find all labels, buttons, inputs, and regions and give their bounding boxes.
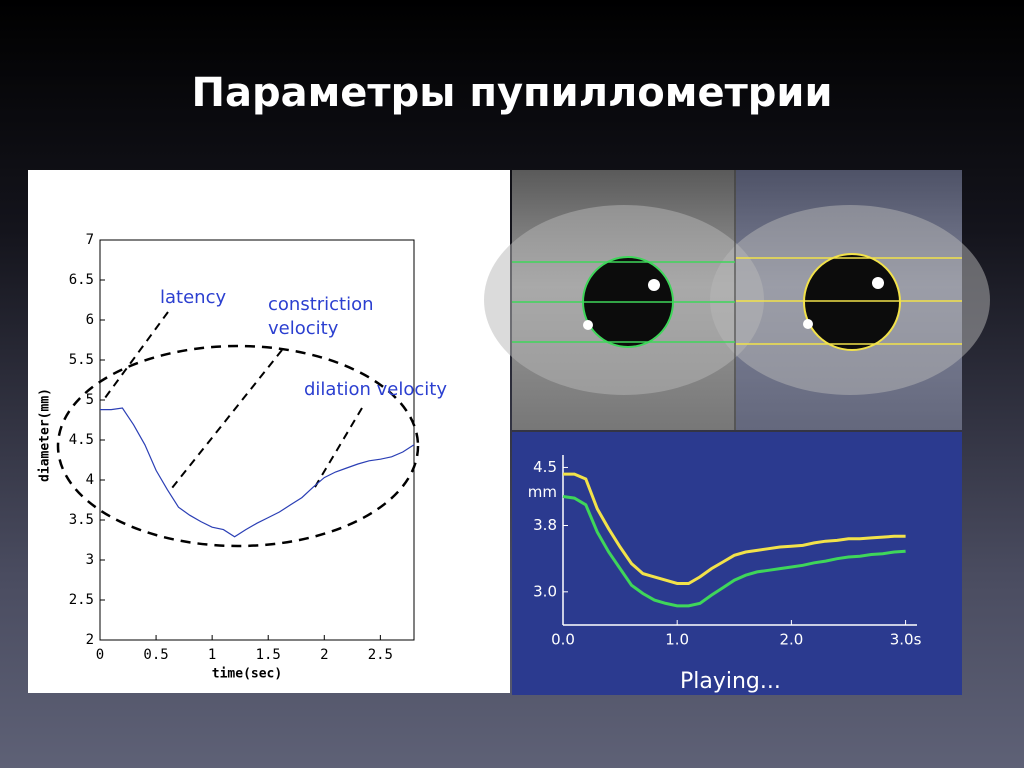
status-text: Playing... (680, 669, 781, 694)
y-tick-label: 7 (86, 232, 94, 248)
glint (648, 279, 660, 291)
x-tick-label: 0 (96, 647, 104, 663)
glint (872, 277, 884, 289)
annotation-line: latency (160, 287, 226, 308)
x-axis-label: time(sec) (212, 667, 282, 682)
chart-right: 3.0 3.8 4.5 0.0 1.0 2.0 3.0s mm Playing... (528, 455, 922, 694)
x-tick-label: 0.0 (551, 631, 575, 649)
y-tick-label: 5.5 (69, 352, 94, 368)
y-tick-label: 4 (86, 472, 94, 488)
x-tick-label: 1 (208, 647, 216, 663)
y-tick-label: 3.8 (533, 516, 557, 534)
x-tick-label: 2.0 (779, 631, 803, 649)
slide-title: Параметры пупиллометрии (192, 70, 833, 116)
annotation: latency (160, 287, 226, 308)
annotation-line: constriction (268, 294, 374, 315)
y-tick-label: 4.5 (69, 432, 94, 448)
pupil-right (803, 253, 901, 351)
annotation-line: velocity (268, 318, 339, 339)
y-tick-label: 4.5 (533, 458, 557, 476)
y-tick-label: 6 (86, 312, 94, 328)
x-tick-label: 1.5 (256, 647, 281, 663)
glint (803, 319, 813, 329)
y-tick-label: 3 (86, 552, 94, 568)
annotation-line: dilation velocity (304, 379, 447, 400)
y-tick-label: 3.0 (533, 582, 557, 600)
data-line (563, 472, 906, 585)
green-lines (512, 261, 735, 343)
y-axis-label: diameter(mm) (38, 388, 53, 482)
x-tick-label: 2.5 (368, 647, 393, 663)
left-panel (28, 170, 510, 693)
glint (583, 320, 593, 330)
x-tick-label: 2 (320, 647, 328, 663)
annotation-pointers (101, 311, 363, 493)
dashed-ellipse (56, 344, 420, 548)
y-tick-label: 2 (86, 632, 94, 648)
x-tick-label: 3.0s (890, 631, 922, 649)
y-tick-label: 3.5 (69, 512, 94, 528)
y-tick-label: 5 (86, 392, 94, 408)
x-tick-label: 1.0 (665, 631, 689, 649)
chart-left: 2 2.5 3 3.5 4 4.5 5 5.5 6 6.5 7 0 0.5 1 1.5 2 2.5 time(se… (38, 232, 448, 682)
yellow-lines (736, 257, 962, 345)
y-unit-label: mm (528, 483, 557, 501)
right-panel (512, 432, 962, 695)
y-tick-label: 2.5 (69, 592, 94, 608)
x-tick-label: 0.5 (143, 647, 168, 663)
data-line (100, 407, 415, 538)
annotation: dilation velocity (304, 379, 447, 400)
annotation: constriction velocity (268, 294, 374, 339)
data-line (562, 495, 906, 608)
y-tick-label: 6.5 (69, 272, 94, 288)
